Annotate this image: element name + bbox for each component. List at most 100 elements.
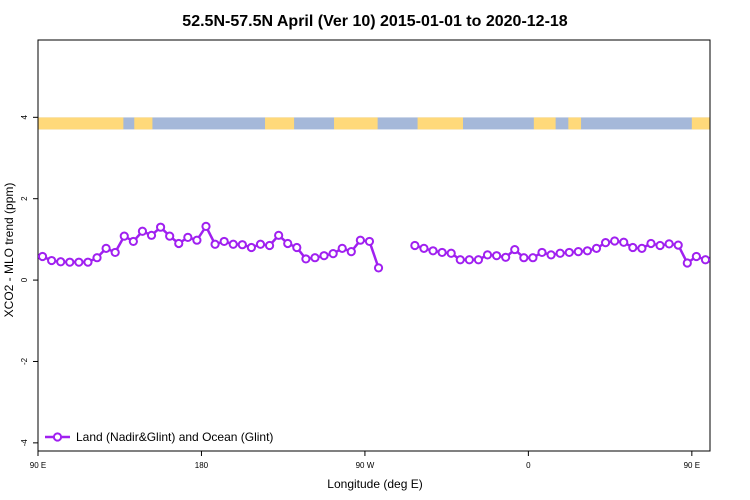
data-point [537,247,547,258]
data-point [165,231,175,241]
y-tick-label: -2 [20,357,29,365]
x-axis-title: Longitude (deg E) [327,477,422,491]
land-band-segment [568,117,582,130]
data-point [38,251,48,262]
data-point [709,259,710,262]
data-point [573,247,583,257]
land-band-segment [334,117,378,130]
x-tick-label: 90 E [684,461,700,470]
legend-label: Land (Nadir&Glint) and Ocean (Glint) [76,430,273,444]
data-point [110,247,120,258]
data-point [510,244,520,255]
data-point [192,235,202,245]
data-point [528,253,538,263]
data-point [128,236,138,247]
data-point [437,247,447,258]
data-point [628,242,638,253]
land-band-segment [134,117,153,130]
data-point [610,236,620,246]
data-point [283,238,293,249]
land-band-segment [691,117,710,130]
data-point [428,246,438,256]
data-point [101,243,111,253]
data-point [619,237,629,247]
data-point [555,248,565,258]
series-line [368,241,380,269]
data-point [201,221,211,231]
y-axis-title: XCO2 - MLO trend (ppm) [2,183,16,318]
land-band-segment [265,117,295,130]
land-band-segment [38,117,124,130]
data-point [183,232,193,242]
data-point [446,248,456,258]
land-band-segment [533,117,556,130]
x-tick-label: 0 [526,461,531,470]
data-point [328,249,338,259]
data-point [210,239,220,249]
data-point [473,255,484,265]
data-point [228,239,238,249]
data-point [237,240,247,250]
data-point [264,240,275,251]
data-point [482,250,493,260]
data-point [491,251,502,261]
data-point [83,257,93,267]
legend-marker [52,432,63,442]
data-point [65,257,75,267]
y-tick-label: 0 [20,277,29,282]
data-point [455,255,465,265]
data-point [600,238,611,248]
data-point [729,258,736,265]
data-point [246,242,257,253]
data-point [137,226,148,236]
plot-frame [37,39,711,452]
y-tick-label: 4 [20,115,29,120]
data-point [464,255,474,265]
data-point [364,236,375,247]
data-point [319,251,329,261]
data-point [346,247,356,257]
data-point [174,238,184,249]
land-band-segment [417,117,463,130]
data-point [47,255,57,266]
x-tick-label: 90 E [30,461,46,470]
data-point [419,243,429,253]
data-point [646,238,656,249]
data-point [146,230,157,240]
data-point [720,258,727,265]
data-point [664,239,674,249]
series-group [38,221,736,273]
data-point [219,236,229,247]
data-point [119,231,129,241]
y-tick-label: 2 [20,196,29,201]
data-point [501,252,511,262]
data-point [56,257,66,267]
data-point [691,251,701,262]
data-point [673,240,683,250]
y-tick-label: -4 [20,439,29,447]
data-point [74,257,84,267]
data-point [519,253,529,263]
data-point [310,253,320,263]
data-point [546,250,556,260]
data-point [700,255,710,265]
data-point [301,254,311,264]
x-tick-label: 180 [195,461,209,470]
data-point [255,239,266,249]
data-point [591,243,602,253]
data-point [564,247,574,258]
data-point [355,235,365,245]
data-point [92,253,102,263]
data-point [292,242,302,253]
data-point [655,240,665,251]
data-point [682,258,692,268]
data-point [337,243,347,253]
data-point [274,230,284,240]
chart-title: 52.5N-57.5N April (Ver 10) 2015-01-01 to… [182,13,568,30]
data-point [373,263,384,273]
data-point [637,243,647,253]
data-point [155,222,166,232]
land-ocean-band [38,117,710,130]
